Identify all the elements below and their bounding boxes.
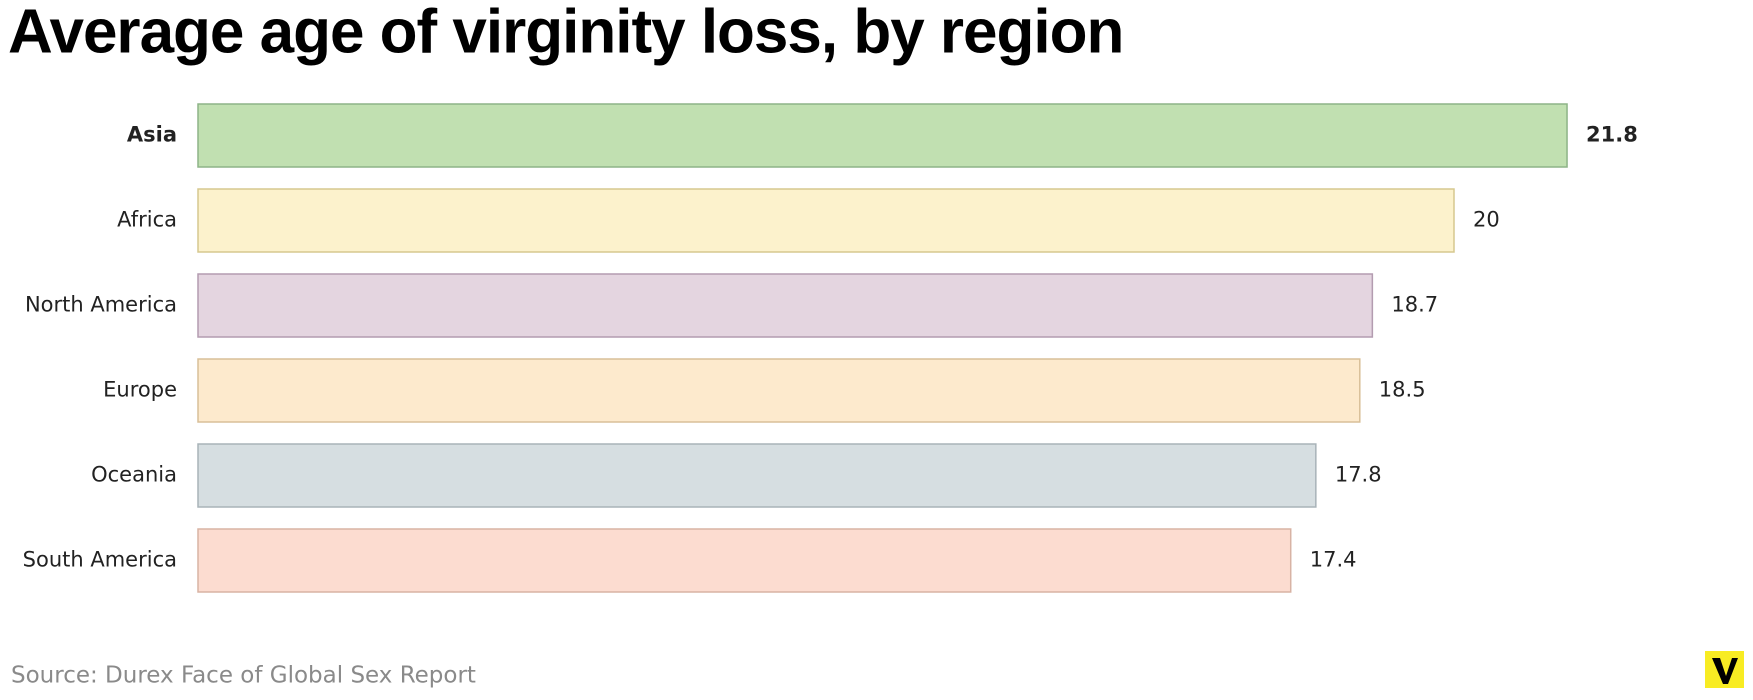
bar [197, 273, 1374, 338]
logo [1705, 651, 1744, 688]
bar [197, 358, 1361, 423]
category-label: South America [23, 548, 177, 572]
category-label: Europe [103, 378, 177, 402]
category-label: North America [25, 293, 177, 317]
bar [197, 188, 1455, 253]
category-label: Oceania [91, 463, 177, 487]
bar [197, 443, 1317, 508]
category-label: Asia [127, 123, 177, 147]
value-label: 18.7 [1391, 293, 1438, 317]
bar [197, 528, 1292, 593]
value-label: 17.8 [1335, 463, 1382, 487]
value-label: 17.4 [1310, 548, 1357, 572]
source: Source: Durex Face of Global Sex Report [11, 663, 476, 689]
category-label: Africa [117, 208, 177, 232]
value-label: 21.8 [1586, 123, 1638, 147]
bar [197, 103, 1568, 168]
chart-title: Average age of virginity loss, by region [8, 0, 1123, 66]
value-label: 18.5 [1379, 378, 1426, 402]
value-label: 20 [1473, 208, 1500, 232]
